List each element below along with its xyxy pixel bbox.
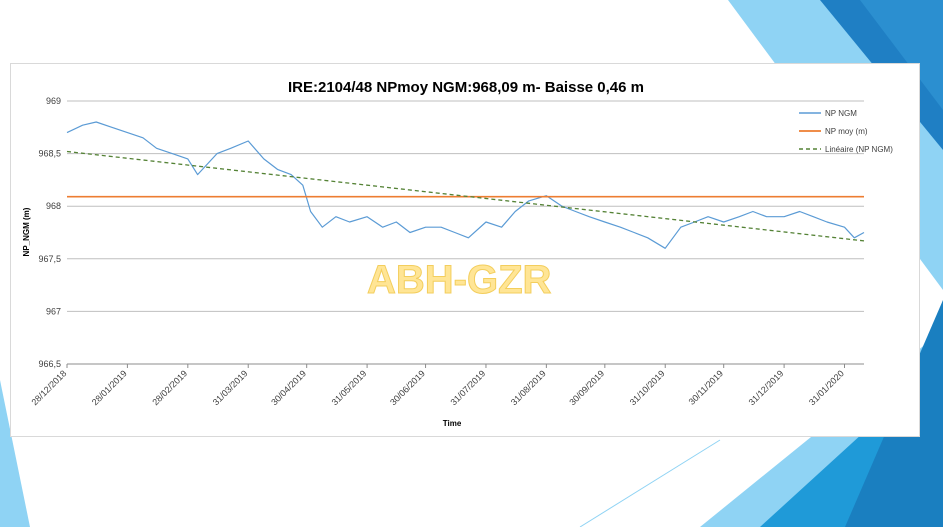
x-tick-label: 31/12/2019 (747, 368, 786, 407)
watermark-text: ABH-GZR (367, 258, 552, 302)
x-tick-label: 31/01/2020 (807, 368, 846, 407)
x-axis-title: Time (443, 419, 462, 428)
y-tick-labels: 966,5 967 967,5 968 968,5 969 (38, 96, 61, 369)
chart: IRE:2104/48 NPmoy NGM:968,09 m- Baisse 0… (22, 79, 893, 428)
series-np-ngm (66, 121, 865, 249)
bg-shape-top-right-mid (860, 0, 943, 110)
x-tick-label: 28/12/2018 (29, 368, 68, 407)
x-tick-label: 31/05/2019 (330, 368, 369, 407)
legend-label: NP NGM (825, 109, 857, 118)
x-tick-label: 31/07/2019 (448, 368, 487, 407)
series-lineaire (66, 150, 865, 242)
legend-label: NP moy (m) (825, 127, 868, 136)
x-tick-label: 30/11/2019 (687, 368, 725, 406)
x-tick-label: 30/06/2019 (388, 368, 427, 407)
chart-title: IRE:2104/48 NPmoy NGM:968,09 m- Baisse 0… (288, 79, 644, 96)
x-tick-label: 30/09/2019 (567, 368, 606, 407)
y-tick-label: 968,5 (38, 149, 61, 159)
x-tick-label: 28/02/2019 (150, 368, 189, 407)
y-tick-label: 966,5 (38, 359, 61, 369)
x-tick-label: 28/01/2019 (90, 368, 129, 407)
y-axis-title: NP_NGM (m) (22, 207, 31, 256)
y-tick-label: 967 (46, 306, 61, 316)
y-tick-label: 968 (46, 201, 61, 211)
x-tick-label: 31/08/2019 (509, 368, 548, 407)
legend: NP NGM NP moy (m) Linéaire (NP NGM) (799, 109, 893, 154)
bg-shape-bottom-left (0, 380, 30, 527)
y-tick-label: 969 (46, 96, 61, 106)
chart-frame: IRE:2104/48 NPmoy NGM:968,09 m- Baisse 0… (10, 63, 920, 437)
x-tick-label: 31/03/2019 (211, 368, 250, 407)
legend-label: Linéaire (NP NGM) (825, 145, 893, 154)
x-tick-label: 30/04/2019 (269, 368, 308, 407)
x-tick-label: 31/10/2019 (628, 368, 667, 407)
series-lines (66, 121, 865, 249)
bg-line-bottom (579, 439, 721, 527)
grid-lines (67, 100, 864, 365)
x-tick-labels: 28/12/2018 28/01/2019 28/02/2019 31/03/2019… (29, 364, 846, 407)
y-tick-label: 967,5 (38, 254, 61, 264)
